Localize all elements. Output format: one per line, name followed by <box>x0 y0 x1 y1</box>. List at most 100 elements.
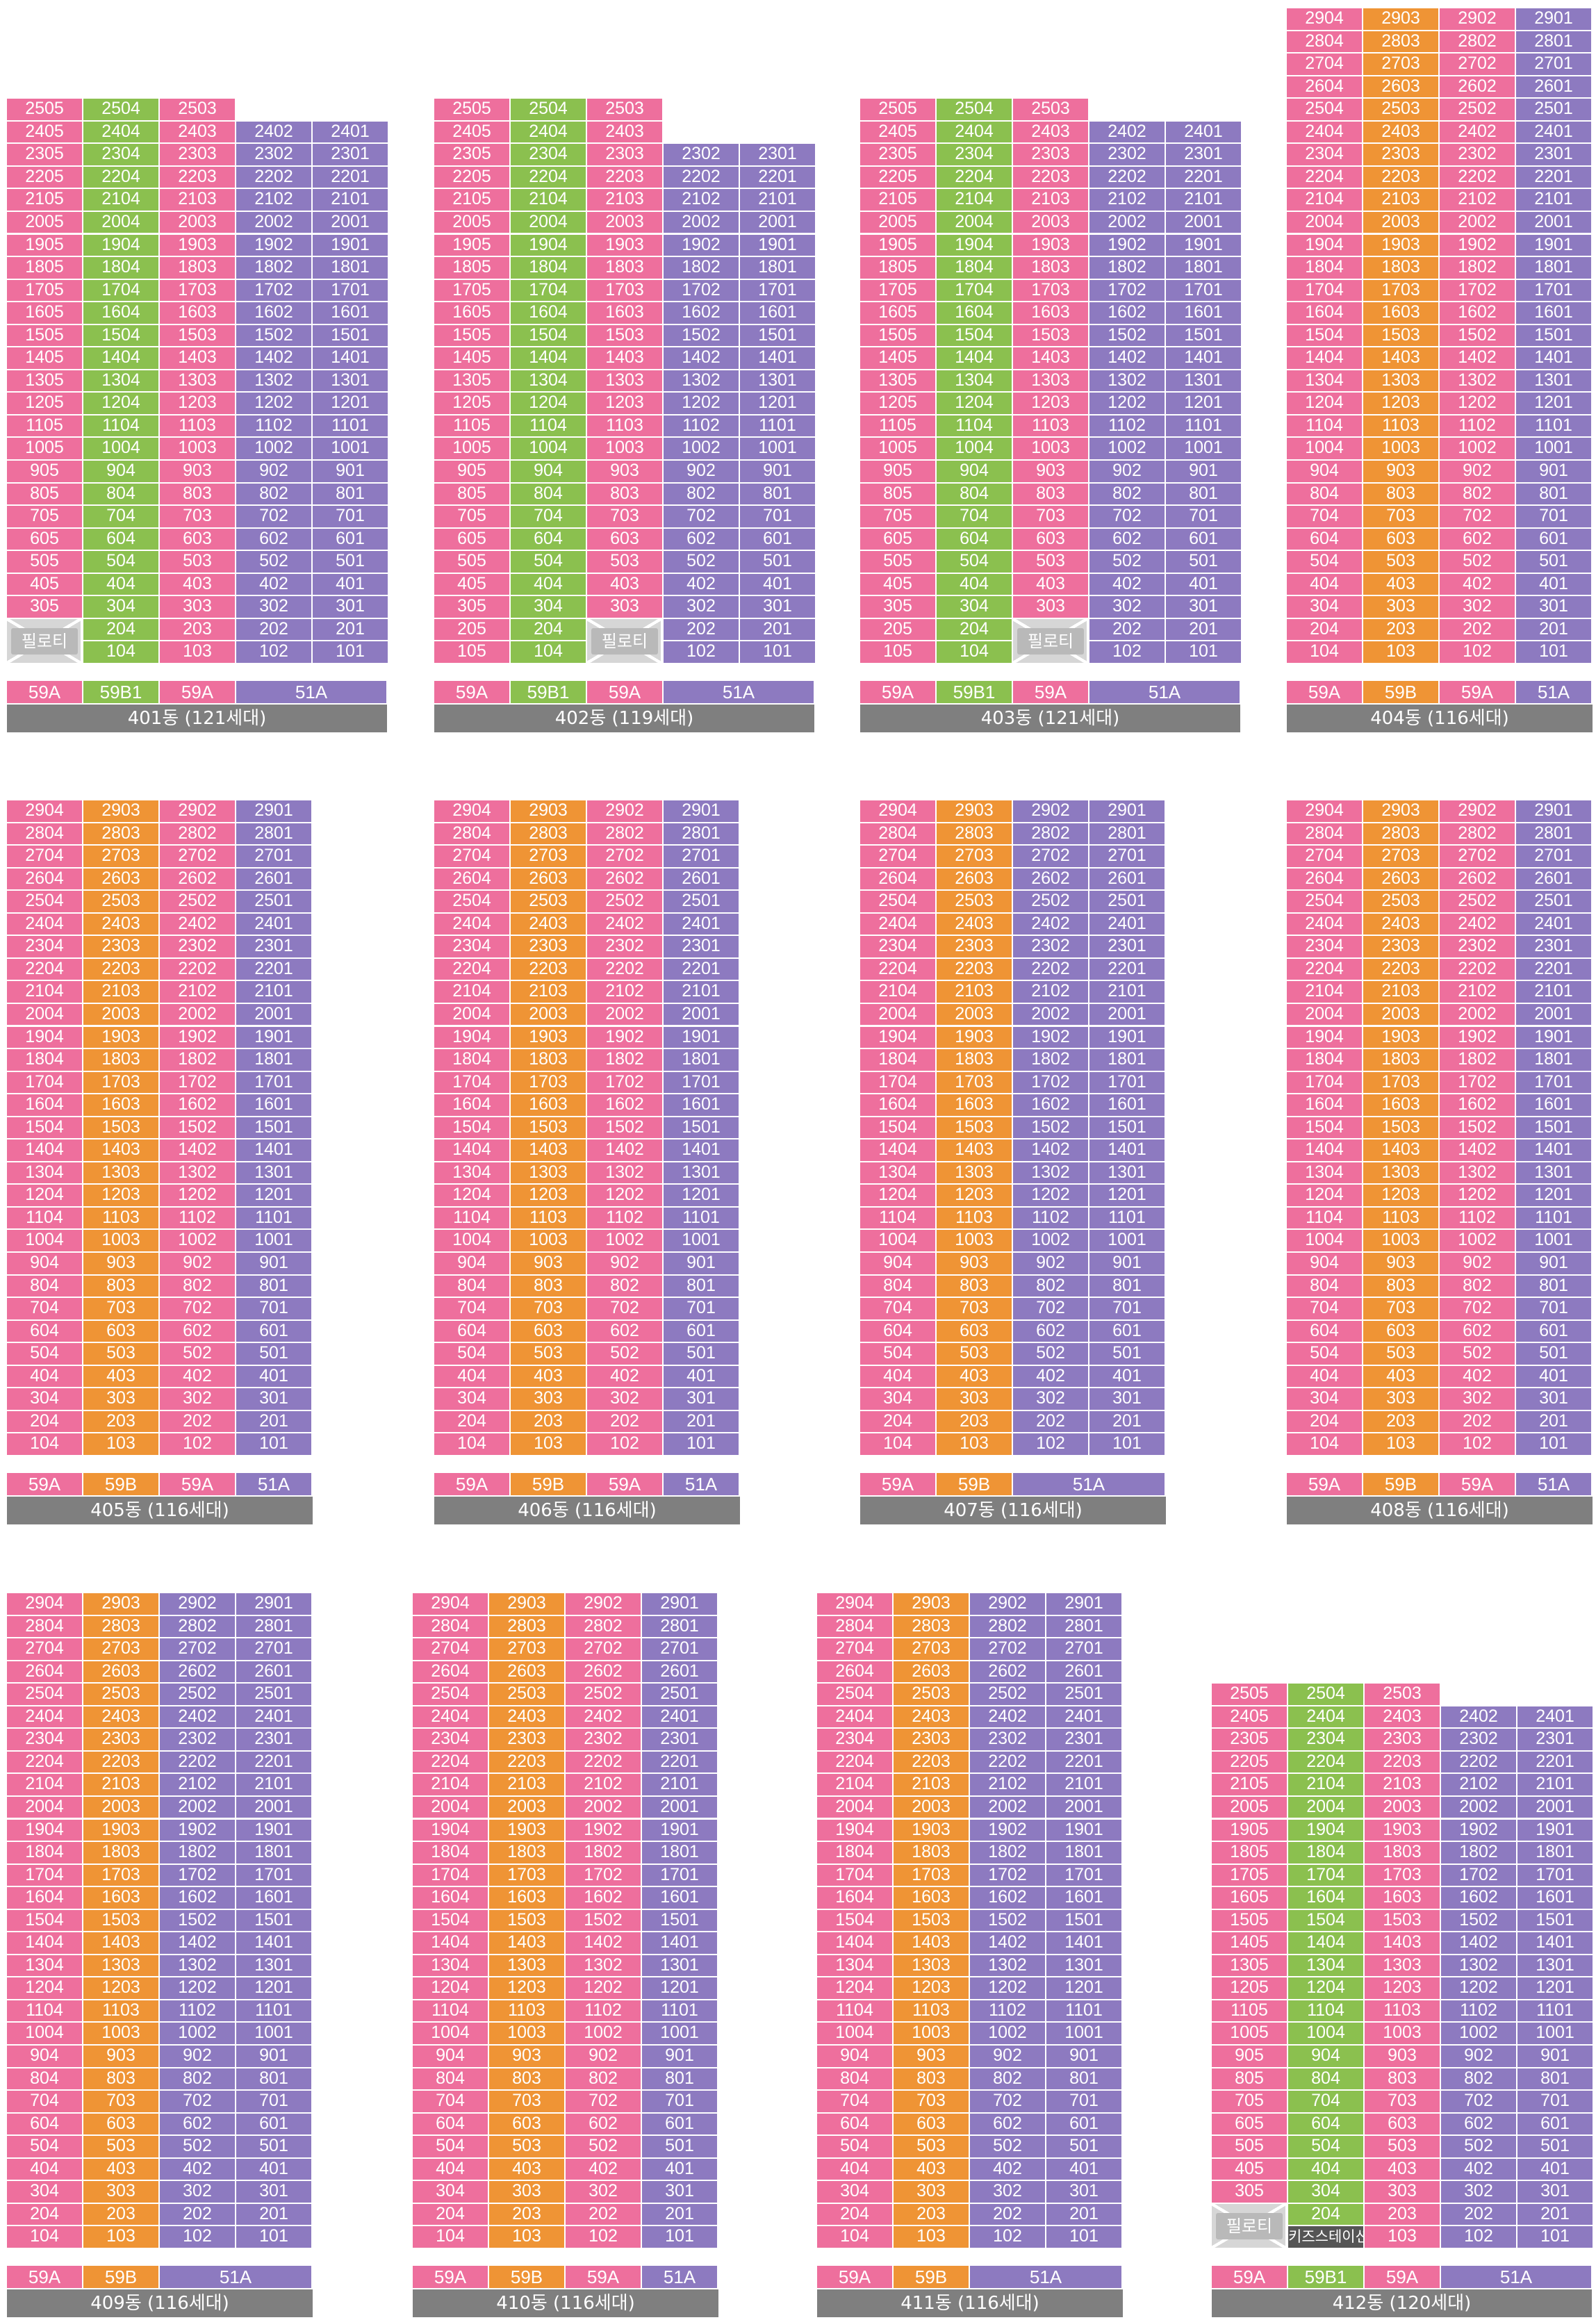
unit-cell: 1703 <box>937 1071 1013 1095</box>
unit-type-label: 59A <box>434 680 511 703</box>
unit-cell: 403 <box>160 573 236 597</box>
unit-cell: 902 <box>664 461 740 484</box>
unit-cell: 1402 <box>1013 1140 1089 1162</box>
unit-cell: 701 <box>236 1298 313 1321</box>
unit-cell: 202 <box>1013 1410 1089 1434</box>
unit-cell: 2001 <box>236 1003 313 1027</box>
unit-cell: 903 <box>937 1253 1013 1276</box>
unit-cell: 1101 <box>1516 1207 1593 1231</box>
unit-cell: 605 <box>1212 2113 1288 2137</box>
unit-cell: 1901 <box>1516 234 1593 258</box>
unit-cell: 1101 <box>1089 1207 1166 1231</box>
unit-cell: 2304 <box>7 936 83 959</box>
unit-cell: 601 <box>1516 528 1593 552</box>
unit-cell: 1404 <box>937 347 1013 370</box>
unit-cell: 401 <box>1516 573 1593 597</box>
building-name-bar: 408동 (116세대) <box>1287 1496 1593 1524</box>
unit-cell: 704 <box>1288 2091 1365 2114</box>
unit-cell: 503 <box>1013 551 1089 574</box>
unit-type-label: 59A <box>587 680 664 703</box>
unit-cell: 2304 <box>1287 144 1363 167</box>
unit-cell: 1503 <box>83 1117 160 1140</box>
unit-type-label: 59A <box>7 680 83 703</box>
unit-cell: 903 <box>894 2046 970 2068</box>
unit-cell: 1301 <box>642 1955 718 1978</box>
unit-cell: 1402 <box>566 1932 642 1955</box>
building-name-bar: 402동 (119세대) <box>434 704 814 732</box>
unit-cell: 1204 <box>860 1185 937 1208</box>
unit-cell: 1904 <box>817 1819 894 1843</box>
unit-cell: 1804 <box>434 1049 511 1072</box>
unit-cell: 1001 <box>1089 1230 1166 1253</box>
unit-cell: 1903 <box>511 1026 587 1050</box>
unit-cell: 801 <box>1089 1275 1166 1299</box>
unit-cell: 2503 <box>1013 99 1089 122</box>
unit-cell: 2402 <box>1089 121 1166 145</box>
unit-cell: 1302 <box>236 370 313 393</box>
unit-cell: 1703 <box>894 1864 970 1888</box>
unit-cell: 203 <box>894 2203 970 2227</box>
unit-cell: 304 <box>1288 2181 1365 2204</box>
unit-cell: 2203 <box>160 166 236 190</box>
unit-cell: 1501 <box>1046 1909 1123 1933</box>
unit-cell: 2502 <box>1013 891 1089 914</box>
unit-cell: 1101 <box>1517 2000 1594 2023</box>
unit-cell: 402 <box>160 1365 236 1389</box>
unit-cell: 305 <box>434 596 511 619</box>
unit-cell: 2502 <box>1440 99 1516 122</box>
unit-cell: 2303 <box>1365 1729 1441 1752</box>
unit-cell: 2005 <box>1212 1796 1288 1820</box>
unit-cell: 2901 <box>1516 8 1593 31</box>
unit-cell: 1003 <box>160 438 236 461</box>
unit-cell: 503 <box>1363 551 1440 574</box>
unit-cell: 2701 <box>236 846 313 869</box>
unit-cell: 1304 <box>1287 1162 1363 1185</box>
unit-cell: 1601 <box>313 302 389 325</box>
unit-cell: 2504 <box>1288 1684 1365 1706</box>
unit-cell: 2305 <box>860 144 937 167</box>
unit-cell: 1301 <box>1166 370 1242 393</box>
unit-cell: 1102 <box>1440 1207 1516 1231</box>
unit-cell: 802 <box>566 2068 642 2091</box>
unit-cell: 2404 <box>511 121 587 145</box>
unit-cell: 1004 <box>1288 2023 1365 2046</box>
unit-cell: 1005 <box>860 438 937 461</box>
unit-cell: 2602 <box>160 1661 236 1684</box>
unit-cell: 2004 <box>413 1796 489 1820</box>
unit-cell: 103 <box>160 641 236 664</box>
unit-cell: 303 <box>1013 596 1089 619</box>
unit-cell: 1502 <box>160 1117 236 1140</box>
unit-cell: 502 <box>566 2136 642 2159</box>
unit-type-label: 59B1 <box>937 680 1013 703</box>
unit-cell: 1603 <box>937 1094 1013 1117</box>
unit-cell: 502 <box>1440 551 1516 574</box>
unit-cell: 301 <box>313 596 389 619</box>
unit-cell: 1903 <box>83 1819 160 1843</box>
building-name-bar: 409동 (116세대) <box>7 2289 313 2317</box>
unit-cell: 803 <box>489 2068 566 2091</box>
unit-cell: 2601 <box>236 868 313 891</box>
unit-cell: 1502 <box>970 1909 1046 1933</box>
unit-cell: 1502 <box>1441 1909 1517 1933</box>
unit-cell: 1201 <box>1517 1977 1594 2000</box>
unit-cell: 804 <box>7 1275 83 1299</box>
unit-cell: 1204 <box>1287 393 1363 416</box>
unit-cell: 1703 <box>511 1071 587 1095</box>
unit-cell: 1204 <box>1288 1977 1365 2000</box>
unit-cell: 1103 <box>83 1207 160 1231</box>
unit-cell: 2403 <box>83 1706 160 1729</box>
unit-cell: 804 <box>511 483 587 507</box>
unit-cell: 1601 <box>1517 1887 1594 1910</box>
unit-cell: 1101 <box>664 1207 740 1231</box>
unit-cell: 2901 <box>236 1593 313 1616</box>
unit-cell: 503 <box>894 2136 970 2159</box>
unit-cell: 1703 <box>1363 1071 1440 1095</box>
unit-cell: 705 <box>1212 2091 1288 2114</box>
unit-cell: 2003 <box>489 1796 566 1820</box>
unit-cell: 2202 <box>1440 166 1516 190</box>
unit-cell: 102 <box>1013 1433 1089 1456</box>
unit-cell: 1002 <box>1441 2023 1517 2046</box>
unit-cell: 2404 <box>1287 913 1363 937</box>
unit-cell: 103 <box>511 1433 587 1456</box>
unit-cell: 901 <box>1089 1253 1166 1276</box>
